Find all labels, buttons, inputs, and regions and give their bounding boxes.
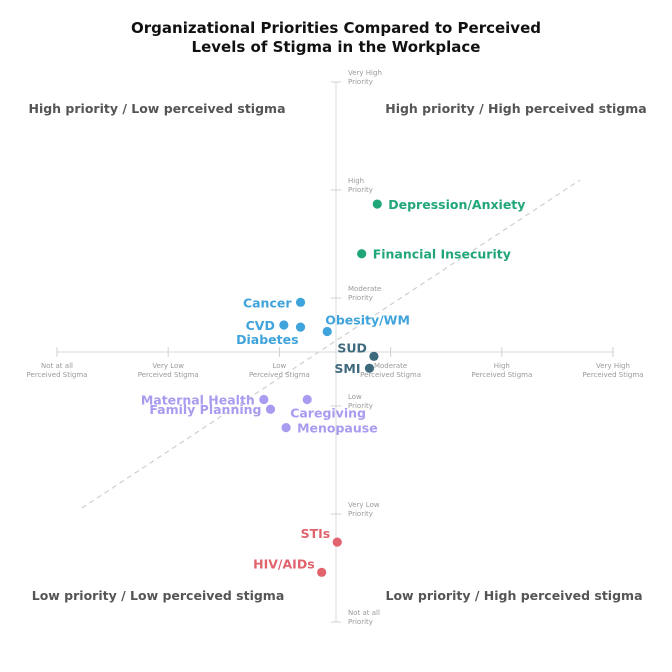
chart-title-line-2: Levels of Stigma in the Workplace bbox=[192, 38, 481, 56]
data-label-caregiving: Caregiving bbox=[290, 406, 366, 421]
y-tick-label: High Priority bbox=[348, 177, 373, 194]
quadrant-label-top-right: High priority / High perceived stigma bbox=[385, 101, 647, 116]
x-tick-label: Very High Perceived Stigma bbox=[583, 362, 644, 379]
y-tick-label-line: Priority bbox=[348, 294, 373, 302]
x-tick-label-line: Perceived Stigma bbox=[138, 371, 199, 379]
x-tick-label: Very Low Perceived Stigma bbox=[138, 362, 199, 379]
data-label-obesity-wm: Obesity/WM bbox=[325, 312, 410, 327]
y-tick-label-line: Priority bbox=[348, 402, 373, 410]
quadrant-label-bottom-left: Low priority / Low perceived stigma bbox=[32, 588, 285, 603]
diagonal-reference-line bbox=[81, 179, 581, 509]
data-point-diabetes bbox=[295, 322, 306, 332]
y-tick-label-line: Very Low bbox=[348, 501, 380, 509]
y-tick-label: Not at all Priority bbox=[348, 609, 380, 626]
data-label-sud: SUD bbox=[337, 340, 367, 355]
data-label-depression-anxiety: Depression/Anxiety bbox=[388, 197, 525, 212]
data-label-cvd: CVD bbox=[246, 318, 275, 333]
y-tick-label: Very High Priority bbox=[348, 69, 382, 86]
data-label-stis: STIs bbox=[301, 526, 331, 541]
data-point-maternal-health bbox=[259, 394, 269, 405]
data-label-financial-insecurity: Financial Insecurity bbox=[373, 247, 511, 262]
data-label-diabetes: Diabetes bbox=[236, 332, 298, 347]
data-label-cancer: Cancer bbox=[243, 295, 292, 310]
y-tick-label-line: Moderate bbox=[348, 285, 381, 293]
x-tick-label-line: Perceived Stigma bbox=[249, 371, 310, 379]
data-point-hiv-aids bbox=[317, 567, 327, 577]
quadrant-label-top-left: High priority / Low perceived stigma bbox=[28, 101, 285, 116]
y-tick-label-line: Priority bbox=[348, 618, 373, 626]
data-label-maternal-health: Maternal Health bbox=[141, 393, 255, 408]
data-point-stis bbox=[332, 537, 342, 547]
x-tick-label-line: Very High bbox=[596, 362, 630, 370]
x-tick-label: High Perceived Stigma bbox=[471, 362, 532, 379]
data-label-family-planning: Family Planning bbox=[149, 402, 261, 417]
x-tick-label-line: Moderate bbox=[374, 362, 407, 370]
x-tick-label: Moderate Perceived Stigma bbox=[360, 362, 421, 379]
data-point-obesity-wm bbox=[322, 326, 332, 337]
data-point-depression-anxiety bbox=[372, 199, 382, 209]
x-tick-label-line: Perceived Stigma bbox=[471, 371, 532, 379]
y-tick-label-line: Low bbox=[348, 393, 362, 401]
data-point-cvd bbox=[279, 320, 289, 330]
y-tick-label-line: Very High bbox=[348, 69, 382, 77]
data-point-menopause bbox=[281, 423, 291, 433]
chart-title-line-1: Organizational Priorities Compared to Pe… bbox=[131, 19, 541, 37]
x-tick-label: Not at all Perceived Stigma bbox=[27, 362, 88, 379]
quadrant-label-bottom-right: Low priority / High perceived stigma bbox=[385, 588, 642, 603]
y-tick-label-line: Priority bbox=[348, 78, 373, 86]
y-tick-label-line: High bbox=[348, 177, 364, 185]
x-tick-label-line: Perceived Stigma bbox=[583, 371, 644, 379]
y-tick-label-line: Priority bbox=[348, 186, 373, 194]
data-label-hiv-aids: HIV/AIDs bbox=[253, 556, 315, 571]
data-point-cancer bbox=[295, 297, 306, 307]
x-tick-label-line: High bbox=[494, 362, 510, 370]
x-tick-label-line: Perceived Stigma bbox=[360, 371, 421, 379]
data-point-caregiving bbox=[302, 394, 312, 405]
data-point-smi bbox=[364, 363, 375, 373]
y-tick-label: Low Priority bbox=[348, 393, 373, 410]
x-tick-label: Low Perceived Stigma bbox=[249, 362, 310, 379]
y-tick-label-line: Priority bbox=[348, 510, 373, 518]
x-tick-label-line: Low bbox=[273, 362, 287, 370]
x-tick-label-line: Very Low bbox=[152, 362, 184, 370]
data-label-smi: SMI bbox=[334, 361, 360, 376]
x-tick-label-line: Perceived Stigma bbox=[27, 371, 88, 379]
y-tick-label-line: Not at all bbox=[348, 609, 380, 617]
data-point-family-planning bbox=[265, 404, 276, 414]
x-tick-label-line: Not at all bbox=[41, 362, 73, 370]
y-tick-label: Very Low Priority bbox=[348, 501, 380, 518]
y-tick-label: Moderate Priority bbox=[348, 285, 381, 302]
data-point-financial-insecurity bbox=[357, 249, 367, 259]
data-point-sud bbox=[369, 351, 379, 361]
data-label-menopause: Menopause bbox=[297, 421, 378, 436]
